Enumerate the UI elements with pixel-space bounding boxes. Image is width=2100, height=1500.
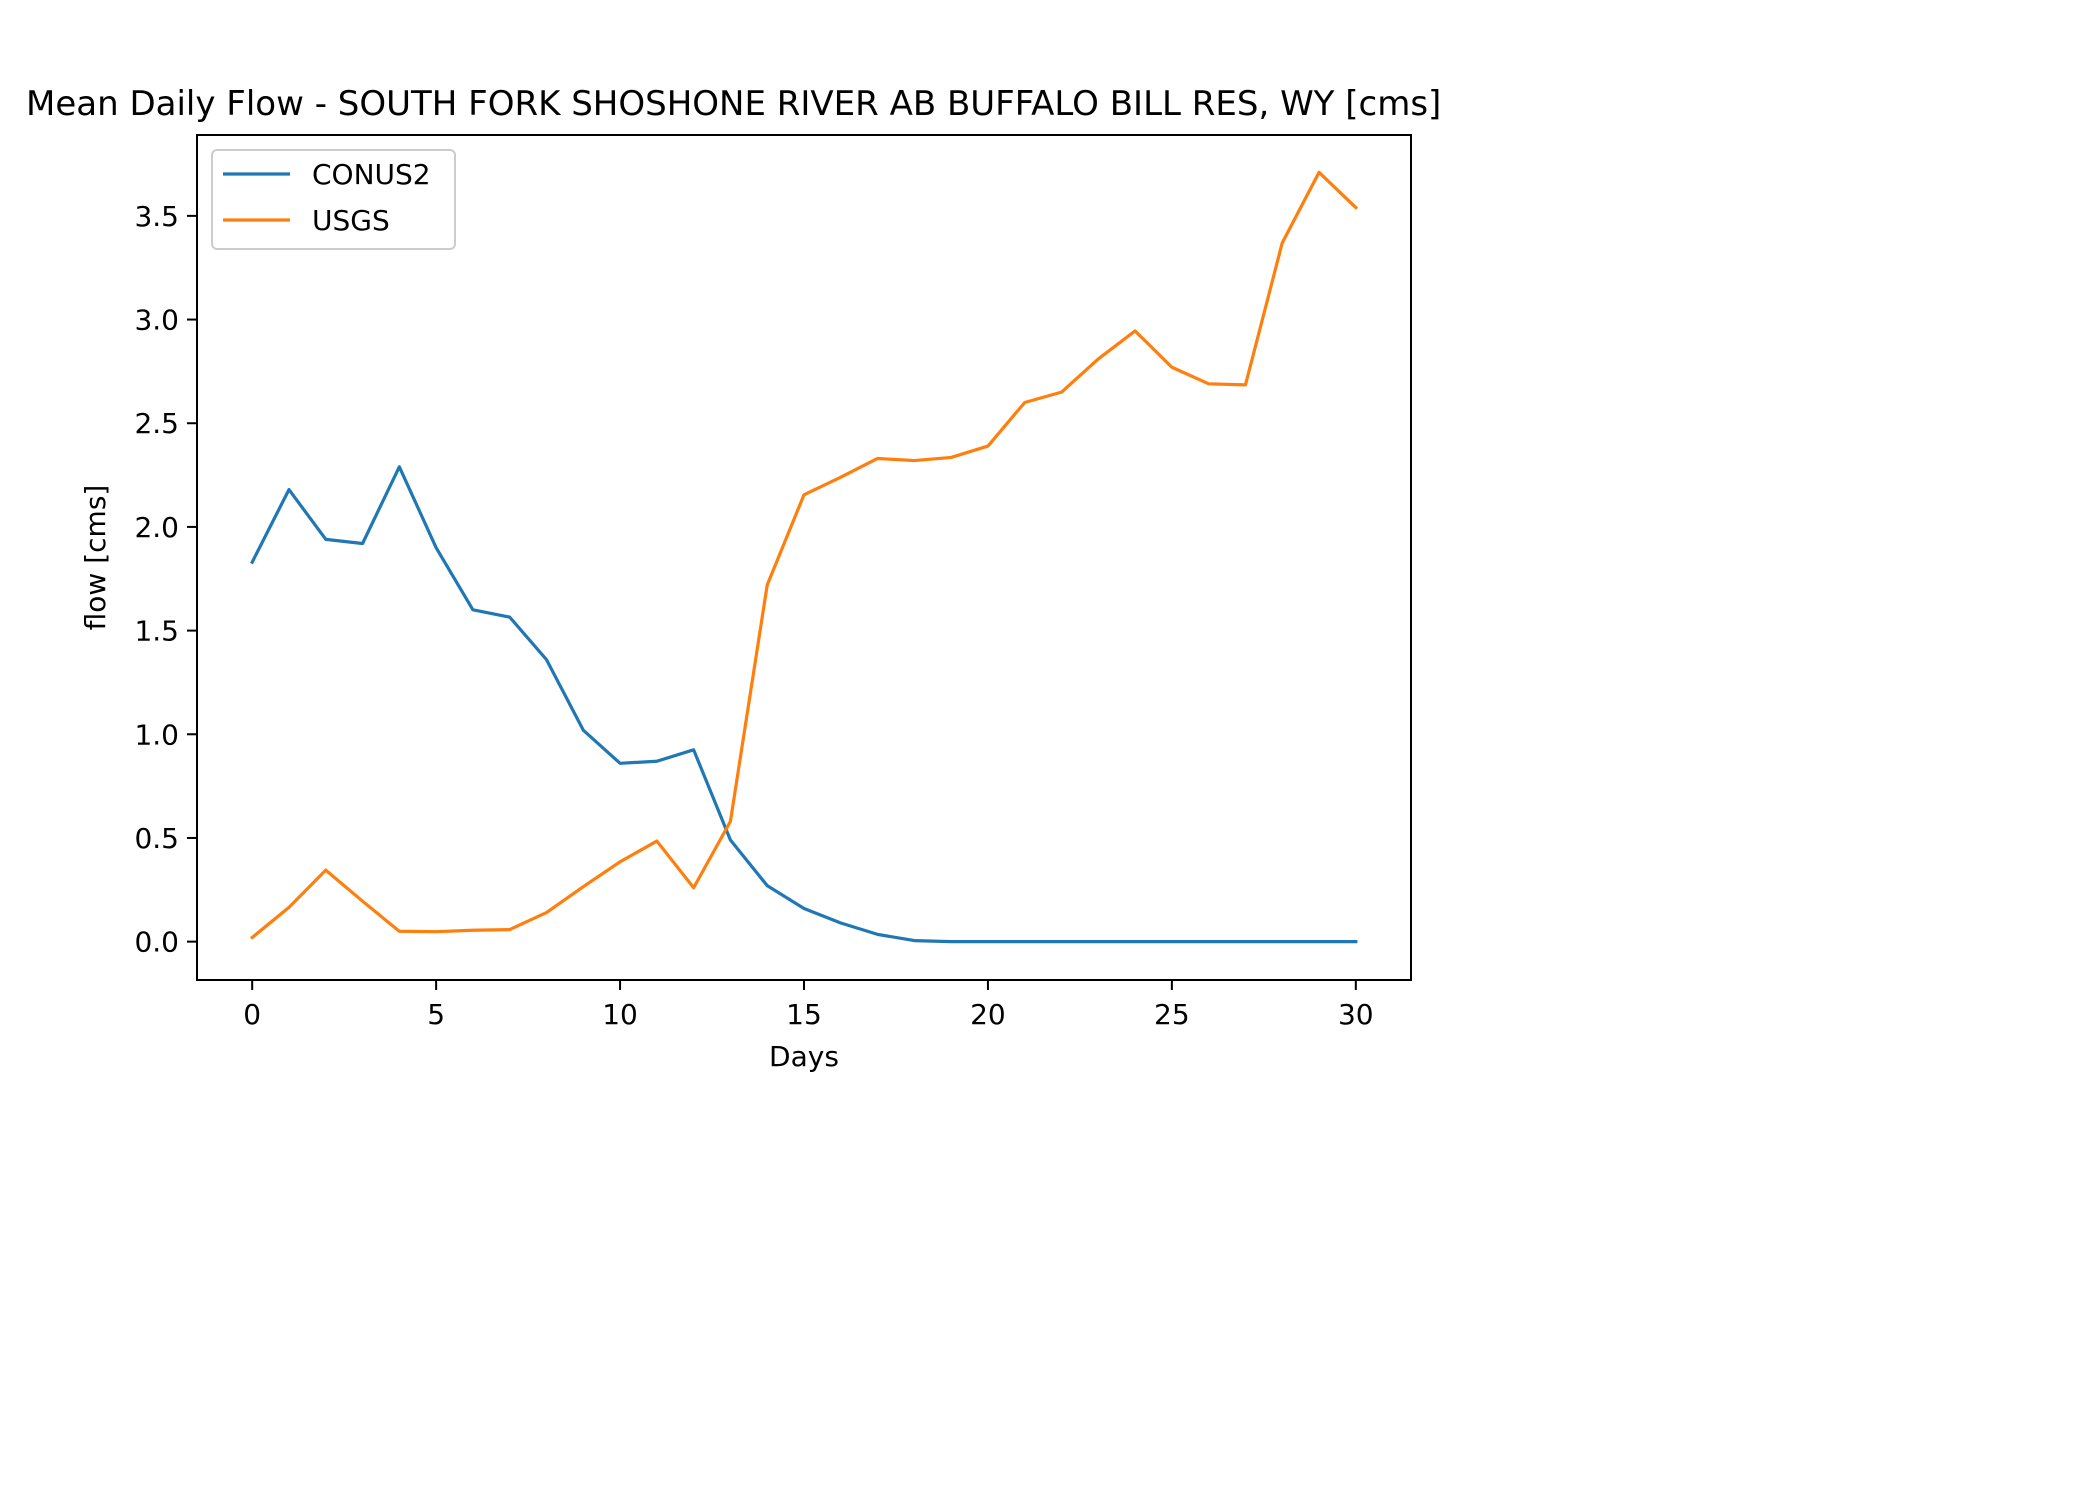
legend: CONUS2 USGS [211, 149, 456, 250]
plot-frame [196, 134, 1412, 981]
x-axis: 0 5 10 15 20 25 30 [243, 980, 1374, 1031]
line-chart: Mean Daily Flow - SOUTH FORK SHOSHONE RI… [26, 84, 1441, 1073]
y-tick-label: 0.0 [134, 926, 179, 959]
x-axis-label: Days [769, 1040, 839, 1073]
y-tick-label: 0.5 [134, 822, 179, 855]
legend-label-usgs: USGS [312, 204, 390, 237]
plot-area [249, 170, 1359, 944]
y-tick-label: 3.5 [134, 200, 179, 233]
x-tick-label: 15 [786, 998, 822, 1031]
series-line-usgs [249, 170, 1359, 940]
x-tick-label: 5 [427, 998, 445, 1031]
y-tick-label: 2.5 [134, 407, 179, 440]
y-tick-label: 1.5 [134, 615, 179, 648]
x-tick-label: 20 [970, 998, 1006, 1031]
y-tick-label: 2.0 [134, 511, 179, 544]
chart-title: Mean Daily Flow - SOUTH FORK SHOSHONE RI… [26, 84, 1441, 124]
x-tick-label: 25 [1154, 998, 1190, 1031]
x-tick-label: 0 [243, 998, 261, 1031]
y-axis-label: flow [cms] [79, 485, 112, 631]
y-tick-label: 3.0 [134, 304, 179, 337]
y-tick-label: 1.0 [134, 718, 179, 751]
y-axis: 0.0 0.5 1.0 1.5 2.0 2.5 3.0 3.5 [134, 200, 197, 959]
legend-label-conus2: CONUS2 [312, 158, 431, 191]
x-tick-label: 30 [1338, 998, 1374, 1031]
series-line-conus2 [250, 465, 1358, 944]
x-tick-label: 10 [602, 998, 638, 1031]
